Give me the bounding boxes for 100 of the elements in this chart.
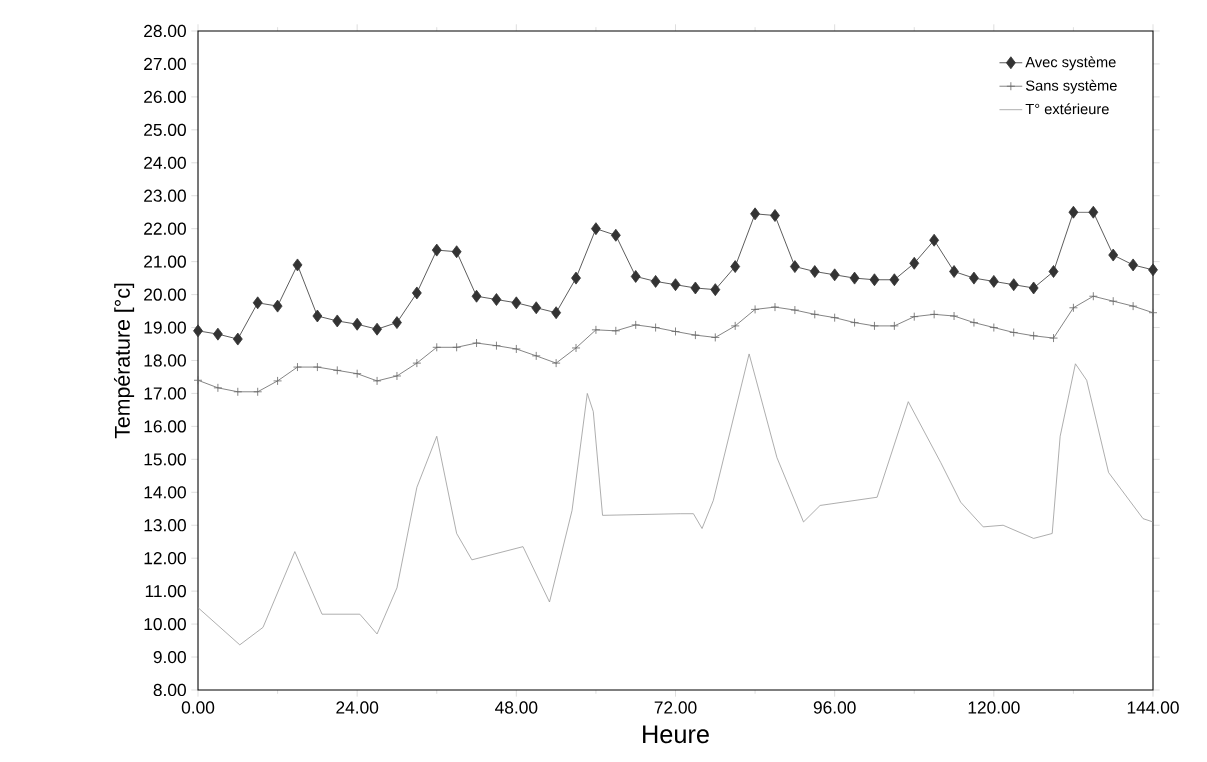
x-axis-title: Heure (643, 725, 709, 744)
point (789, 260, 800, 273)
point (1069, 303, 1078, 313)
point (293, 362, 302, 372)
point (193, 324, 203, 338)
point (452, 342, 462, 352)
point (1088, 291, 1098, 301)
point (849, 271, 860, 285)
x-tick-label: 72.00 (654, 701, 697, 714)
point (213, 383, 223, 393)
y-tick-label: 18.00 (144, 354, 186, 367)
point (651, 323, 661, 332)
line-series (198, 353, 1153, 646)
point (770, 209, 780, 222)
point (730, 260, 741, 273)
point (591, 325, 601, 335)
point (949, 311, 959, 321)
point (531, 301, 542, 315)
point (392, 316, 402, 329)
x-tick-label: 96.00 (813, 701, 856, 714)
point (710, 333, 720, 342)
point (1148, 308, 1158, 318)
point (929, 233, 940, 247)
point (790, 305, 800, 315)
point (909, 312, 919, 322)
x-tick-label: 24.00 (336, 701, 379, 714)
y-tick-label: 12.00 (144, 552, 186, 565)
point (352, 317, 363, 331)
point (770, 302, 780, 312)
x-tick-label: 0.00 (181, 701, 215, 714)
point (670, 278, 681, 292)
point (232, 332, 243, 346)
point (511, 344, 521, 354)
point (193, 375, 203, 385)
point (829, 268, 840, 282)
point (810, 309, 820, 319)
point (710, 283, 721, 297)
point (551, 358, 561, 368)
point (492, 341, 501, 351)
point (949, 265, 959, 278)
point (253, 387, 263, 397)
x-tick-label: 144.00 (1127, 701, 1179, 714)
point (1029, 331, 1039, 341)
y-tick-label: 11.00 (145, 584, 186, 598)
point (889, 273, 900, 287)
y-tick-label: 20.00 (144, 288, 186, 301)
legend-label: Sans système (1025, 79, 1117, 94)
y-tick-label: 21.00 (144, 255, 186, 268)
point (272, 299, 283, 313)
point (571, 343, 581, 353)
y-tick-label: 22.00 (144, 222, 186, 235)
point (511, 296, 522, 310)
point (213, 327, 223, 341)
point (691, 330, 700, 340)
y-tick-label: 17.00 (144, 387, 186, 400)
point (551, 306, 562, 320)
legend-label: Avec système (1025, 56, 1116, 71)
point (332, 365, 342, 375)
y-tick-label: 28.00 (144, 24, 186, 38)
point (332, 314, 343, 328)
point (412, 358, 422, 368)
point (1108, 248, 1119, 262)
point (392, 371, 402, 381)
y-tick-label: 16.00 (144, 420, 186, 433)
point (252, 296, 263, 310)
point (292, 258, 303, 272)
point (471, 289, 482, 303)
point (690, 281, 701, 295)
point (1049, 333, 1058, 343)
y-tick-label: 24.00 (144, 156, 186, 169)
point (989, 323, 999, 332)
x-tick-label: 48.00 (495, 701, 538, 714)
y-axis-title: Température [°c] (113, 283, 135, 439)
y-tick-label: 9.00 (153, 650, 186, 664)
point (571, 271, 581, 285)
y-tick-label: 14.00 (144, 486, 186, 499)
point (1028, 281, 1039, 295)
point (451, 245, 462, 259)
point (610, 228, 621, 242)
y-tick-label: 27.00 (144, 57, 186, 71)
point (273, 376, 282, 386)
point (809, 265, 820, 278)
point (531, 351, 541, 361)
point (372, 322, 382, 336)
legend-label: T° extérieure (1025, 103, 1109, 115)
point (432, 342, 442, 352)
point (850, 318, 859, 327)
point (889, 321, 899, 331)
point (630, 270, 641, 283)
point (750, 305, 760, 314)
point (650, 275, 661, 288)
point (929, 309, 939, 319)
y-tick-label: 15.00 (144, 453, 186, 466)
point (1068, 205, 1079, 219)
point (988, 275, 999, 288)
point (1088, 205, 1099, 219)
point (830, 313, 840, 323)
point (352, 369, 362, 379)
y-tick-label: 25.00 (144, 123, 186, 136)
point (1128, 258, 1139, 272)
